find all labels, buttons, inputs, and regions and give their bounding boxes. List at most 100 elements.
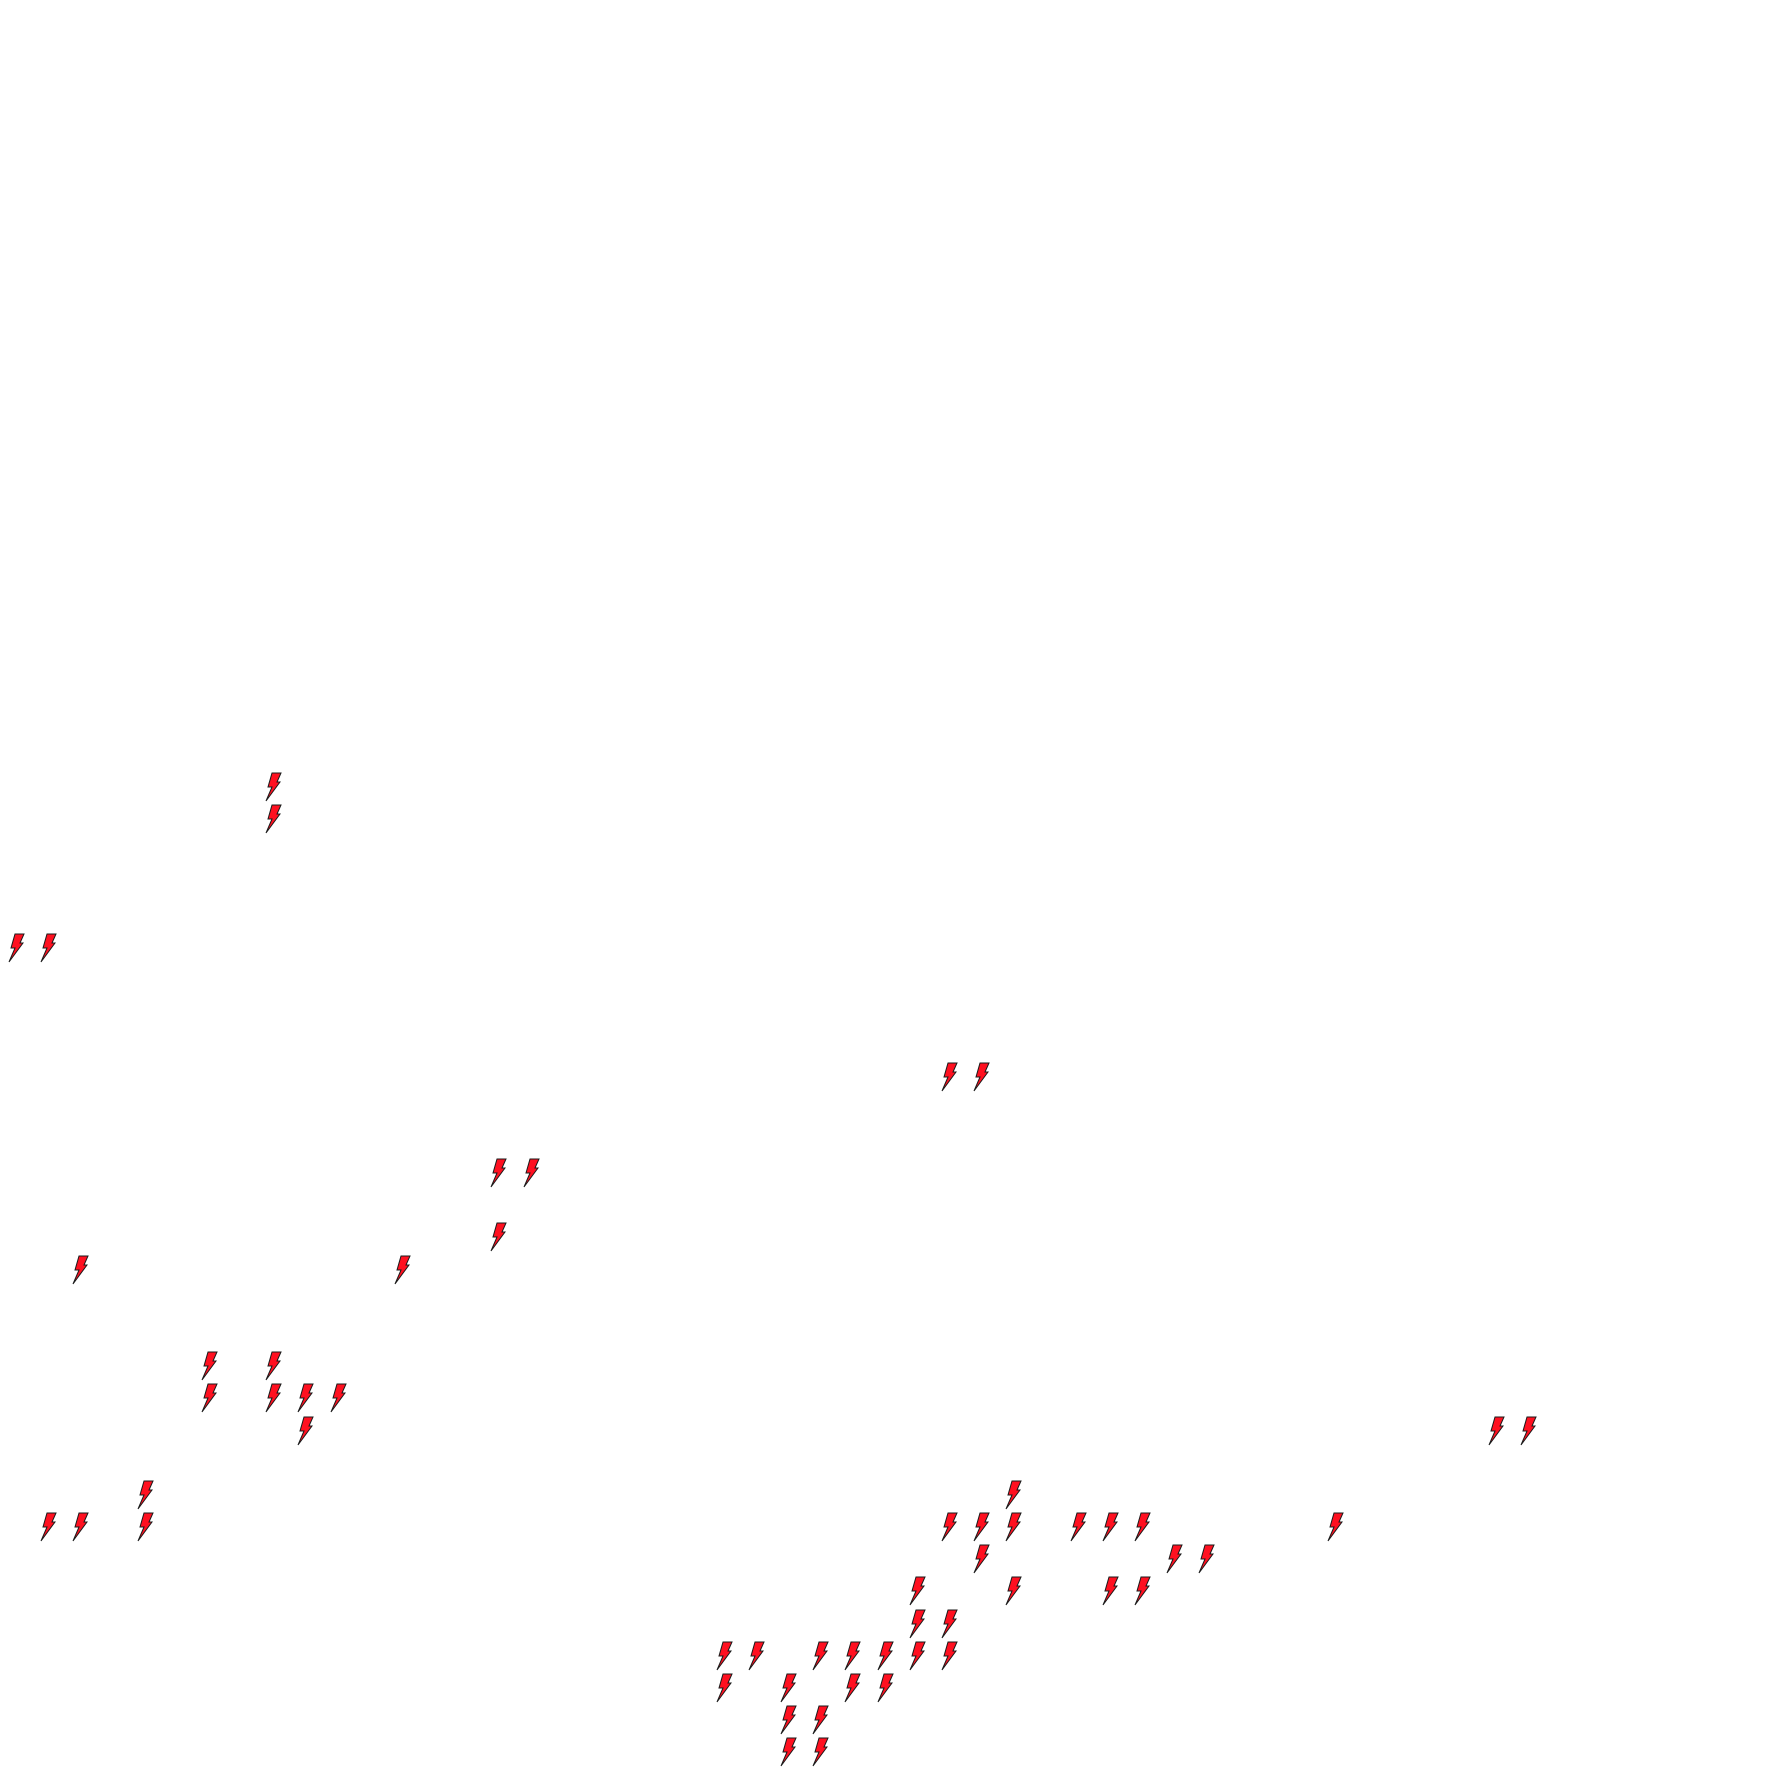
map-marker[interactable]: [811, 1737, 829, 1767]
lightning-bolt-icon: [137, 1480, 154, 1510]
map-marker[interactable]: [1197, 1544, 1216, 1574]
lightning-bolt-icon: [201, 1383, 218, 1413]
map-marker[interactable]: [136, 1512, 154, 1542]
map-marker[interactable]: [200, 1351, 218, 1381]
lightning-bolt-icon: [1102, 1576, 1119, 1606]
lightning-bolt-icon: [1166, 1544, 1183, 1574]
map-marker[interactable]: [1487, 1416, 1505, 1446]
map-marker[interactable]: [200, 1383, 218, 1413]
map-marker[interactable]: [71, 1255, 90, 1285]
map-marker[interactable]: [876, 1641, 894, 1671]
lightning-bolt-icon: [523, 1158, 540, 1188]
lightning-bolt-icon: [877, 1673, 894, 1703]
map-marker[interactable]: [39, 1512, 57, 1542]
lightning-bolt-icon: [1102, 1512, 1119, 1542]
lightning-bolt-icon: [1520, 1416, 1537, 1445]
map-marker[interactable]: [393, 1255, 411, 1285]
lightning-bolt-icon: [201, 1351, 218, 1381]
map-marker[interactable]: [329, 1383, 347, 1413]
map-marker[interactable]: [940, 1062, 958, 1092]
map-marker[interactable]: [972, 1544, 990, 1574]
lightning-bolt-icon: [297, 1383, 315, 1413]
lightning-bolt-icon: [265, 1351, 283, 1381]
map-marker[interactable]: [264, 1351, 283, 1381]
lightning-bolt-icon: [973, 1062, 990, 1091]
map-marker[interactable]: [715, 1673, 733, 1703]
map-marker[interactable]: [779, 1705, 797, 1735]
map-marker[interactable]: [779, 1673, 797, 1703]
lightning-bolt-icon: [941, 1062, 958, 1091]
map-marker[interactable]: [136, 1480, 154, 1510]
map-marker[interactable]: [811, 1641, 829, 1671]
map-marker[interactable]: [296, 1416, 315, 1446]
map-marker[interactable]: [522, 1158, 540, 1188]
lightning-bolt-icon: [265, 1383, 283, 1413]
map-marker[interactable]: [1133, 1576, 1151, 1606]
map-marker[interactable]: [940, 1609, 958, 1639]
map-marker[interactable]: [940, 1641, 958, 1671]
lightning-bolt-icon: [1005, 1480, 1022, 1510]
lightning-bolt-icon: [780, 1737, 797, 1767]
map-marker[interactable]: [7, 933, 25, 963]
lightning-bolt-icon: [748, 1641, 765, 1670]
map-marker[interactable]: [972, 1512, 990, 1542]
lightning-bolt-icon: [40, 1512, 57, 1542]
map-marker[interactable]: [1165, 1544, 1183, 1574]
map-marker[interactable]: [296, 1383, 315, 1413]
map-marker[interactable]: [489, 1222, 508, 1252]
lightning-bolt-icon: [941, 1641, 958, 1670]
lightning-bolt-icon: [812, 1737, 829, 1767]
lightning-bolt-icon: [909, 1609, 926, 1638]
lightning-bolt-icon: [716, 1673, 733, 1703]
map-marker[interactable]: [264, 804, 283, 834]
lightning-bolt-icon: [1488, 1416, 1505, 1445]
map-marker[interactable]: [876, 1673, 894, 1703]
lightning-bolt-icon: [1198, 1544, 1216, 1574]
map-marker[interactable]: [71, 1512, 90, 1542]
lightning-bolt-icon: [780, 1673, 797, 1703]
lightning-bolt-icon: [491, 1222, 508, 1252]
lightning-bolt-icon: [1005, 1576, 1022, 1606]
map-marker[interactable]: [1133, 1512, 1151, 1542]
lightning-bolt-icon: [941, 1512, 958, 1542]
lightning-bolt-icon: [1134, 1512, 1151, 1542]
lightning-bolt-icon: [973, 1512, 990, 1542]
map-marker[interactable]: [779, 1737, 797, 1767]
map-marker[interactable]: [264, 1383, 283, 1413]
lightning-bolt-icon: [1327, 1512, 1344, 1542]
map-marker[interactable]: [1101, 1576, 1119, 1606]
lightning-bolt-icon: [844, 1673, 862, 1703]
map-marker[interactable]: [1004, 1576, 1022, 1606]
lightning-bolt-icon: [72, 1512, 90, 1542]
lightning-bolt-icon: [72, 1255, 90, 1284]
lightning-bolt-icon: [265, 804, 283, 834]
lightning-bolt-icon: [1134, 1576, 1151, 1606]
map-marker[interactable]: [972, 1062, 990, 1092]
map-marker[interactable]: [811, 1705, 829, 1735]
map-marker[interactable]: [1101, 1512, 1119, 1542]
lightning-bolt-icon: [394, 1255, 411, 1284]
map-marker[interactable]: [843, 1673, 862, 1703]
map-marker[interactable]: [908, 1641, 926, 1671]
map-marker[interactable]: [843, 1641, 862, 1671]
map-marker[interactable]: [1326, 1512, 1344, 1542]
map-marker[interactable]: [908, 1609, 926, 1639]
lightning-bolt-icon: [909, 1576, 926, 1606]
map-marker[interactable]: [1069, 1512, 1087, 1542]
map-marker[interactable]: [1004, 1480, 1022, 1510]
map-marker[interactable]: [715, 1641, 733, 1671]
map-marker[interactable]: [39, 933, 57, 963]
map-marker[interactable]: [1519, 1416, 1537, 1446]
map-marker[interactable]: [940, 1512, 958, 1542]
map-marker[interactable]: [264, 772, 283, 802]
map-marker[interactable]: [908, 1576, 926, 1606]
map-marker[interactable]: [489, 1158, 508, 1188]
map-marker[interactable]: [747, 1641, 765, 1671]
lightning-bolt-icon: [973, 1544, 990, 1574]
lightning-bolt-icon: [1005, 1512, 1022, 1542]
lightning-bolt-icon: [297, 1416, 315, 1445]
lightning-bolt-icon: [1070, 1512, 1087, 1542]
map-marker[interactable]: [1004, 1512, 1022, 1542]
lightning-bolt-icon: [909, 1641, 926, 1670]
